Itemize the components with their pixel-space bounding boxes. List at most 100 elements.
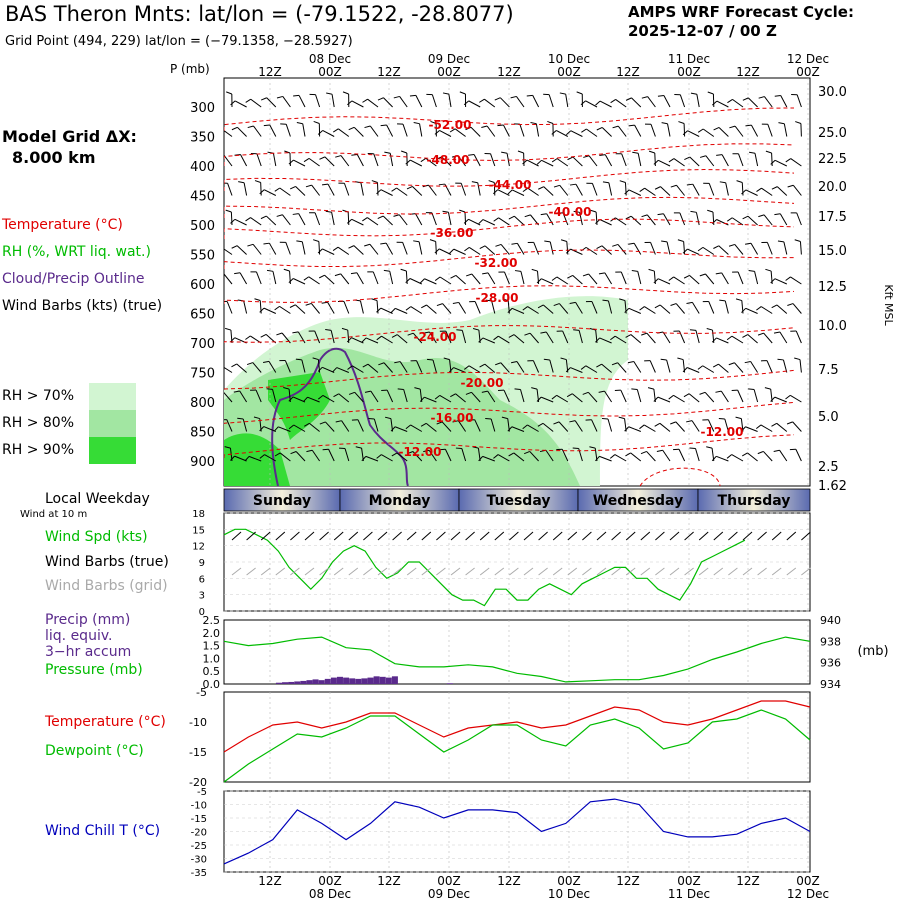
wind-barb-flag	[580, 365, 587, 370]
wind-barb	[707, 419, 715, 432]
surface-wind-barb	[786, 531, 797, 541]
forecast-cycle-value: 2025-12-07 / 00 Z	[628, 22, 777, 40]
precip-bar	[355, 678, 362, 684]
wind-barb	[415, 213, 423, 226]
wind-tick-label: 0	[199, 607, 205, 618]
wind-barb-flag	[429, 239, 436, 242]
wind-barb	[356, 154, 364, 167]
wind-barb-flag	[602, 181, 609, 184]
wind-barb	[311, 449, 321, 462]
precip-bar	[367, 677, 374, 684]
wind-barb-flag	[434, 394, 441, 400]
temperature-contour	[224, 196, 795, 218]
wind-barb-flag	[596, 363, 602, 368]
wind-barb-flag	[770, 278, 776, 284]
wind-barb	[439, 276, 452, 285]
wind-barb	[646, 451, 656, 462]
wind-barb	[516, 361, 525, 373]
wind-barb-flag	[449, 367, 454, 373]
wind-barb	[272, 271, 277, 285]
wind-barb	[503, 389, 510, 403]
wind-barb-flag	[599, 154, 606, 156]
wind-barb-flag	[319, 274, 325, 279]
wind-barb	[721, 272, 729, 285]
wind-barb-flag	[639, 424, 645, 430]
wind-barb-flag	[741, 426, 746, 432]
wind-barb-flag	[522, 424, 528, 430]
wind-barb-flag	[625, 334, 632, 338]
wind-barb-flag	[748, 388, 755, 390]
wind-barb	[556, 130, 569, 137]
wind-barb-flag	[335, 155, 342, 158]
pressure-tick-label: 550	[190, 249, 215, 264]
wind-barb	[657, 278, 671, 285]
wind-barb	[497, 189, 510, 196]
wind-barb-flag	[348, 126, 355, 131]
wind-barb-flag	[610, 335, 616, 341]
surface-grid-barb	[523, 567, 534, 576]
wind-barb-flag	[619, 298, 626, 302]
wind-barb-flag	[303, 157, 310, 163]
wind-barb-flag	[522, 306, 528, 311]
wind-barb-flag	[773, 331, 781, 334]
wind-barb	[615, 217, 627, 226]
wind-barb	[237, 126, 247, 137]
height-tick-label: 20.0	[818, 180, 847, 195]
wind-barb-flag	[266, 269, 274, 272]
wind-barb-flag	[742, 215, 749, 220]
wind-barb-flag	[347, 100, 353, 106]
wind-barb	[572, 156, 583, 167]
wind-barb-flag	[414, 387, 421, 390]
wind-barb	[572, 393, 583, 403]
wind-barb-flag	[589, 327, 596, 331]
wind-barb	[500, 362, 510, 373]
wind-barb-flag	[511, 242, 518, 245]
wind-barb-flag	[274, 452, 281, 457]
wind-barb-flag	[334, 273, 341, 277]
wind-barb-flag	[362, 217, 368, 222]
wind-barb-flag	[755, 424, 762, 430]
wind-barb-flag	[364, 243, 371, 247]
wind-barb-flag	[501, 416, 508, 420]
pressure-tick-label: 600	[190, 278, 215, 293]
surface-wind-barb	[669, 531, 680, 541]
bottom-time-tick: 00Z	[437, 874, 461, 888]
wind-barb	[266, 97, 277, 108]
temperature-contour	[224, 285, 795, 304]
wind-barb-flag	[711, 337, 717, 343]
surface-wind-barb	[377, 531, 388, 541]
wind-barb	[464, 211, 467, 226]
wind-barb	[474, 419, 481, 432]
wind-barb-flag	[628, 242, 635, 245]
wind-barb	[409, 159, 423, 167]
wind-barb-flag	[224, 274, 225, 275]
top-time-tick: 00Z	[557, 65, 581, 79]
wind-barb	[591, 301, 598, 314]
wind-barb-flag	[459, 209, 466, 213]
wind-barb-flag	[413, 122, 420, 125]
surface-grid-barb	[275, 567, 286, 576]
surface-grid-barb	[333, 567, 344, 576]
wind-barb-flag	[507, 426, 513, 432]
wind-barb-flag	[598, 390, 605, 393]
wind-barb	[396, 452, 408, 462]
wind-barb	[380, 307, 393, 314]
legend-wind-chill: Wind Chill T (°C)	[45, 823, 161, 839]
wind-barb	[617, 125, 627, 137]
wind-barb-flag	[726, 454, 733, 459]
pressure-tick-label-right: 936	[820, 657, 841, 670]
surface-grid-barb	[538, 567, 548, 576]
precip-bar	[300, 680, 307, 684]
wind-barb-flag	[495, 243, 502, 247]
wind-barb-flag	[346, 337, 352, 343]
wind-barb	[415, 95, 423, 108]
wind-barb	[343, 183, 350, 196]
temperature-contour	[224, 107, 795, 131]
surface-grid-barb	[465, 567, 475, 576]
wind-barb	[591, 183, 598, 196]
wind-barb	[599, 455, 612, 462]
wind-barb	[614, 454, 627, 462]
wind-barb	[783, 123, 788, 137]
wind-barb-flag	[794, 239, 801, 243]
wind-barb	[381, 335, 393, 344]
